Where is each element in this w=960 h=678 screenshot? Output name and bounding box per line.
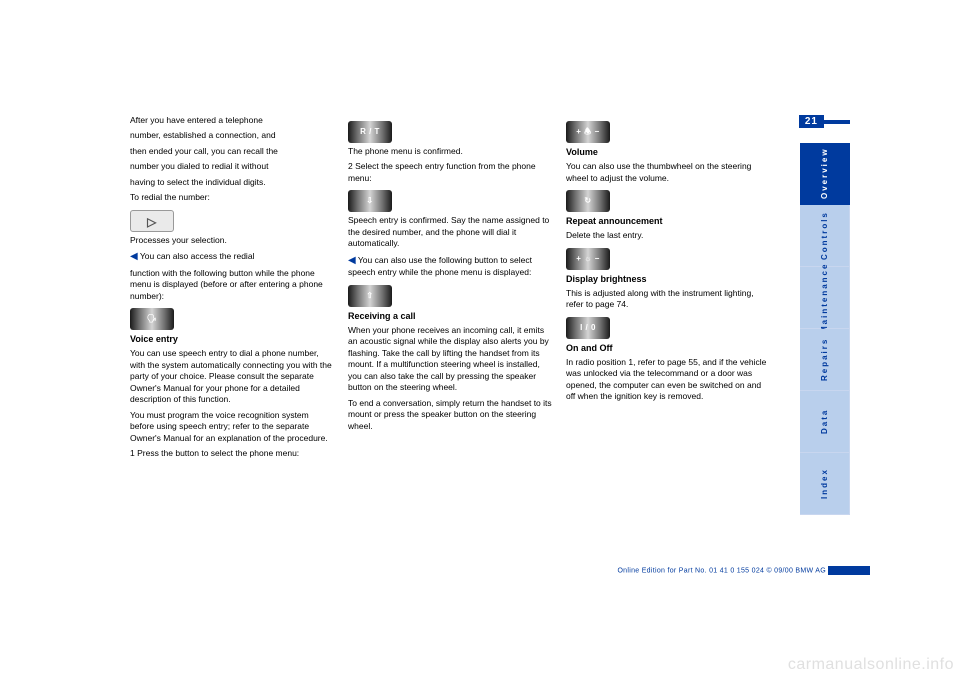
voice-body-2: You must program the voice recognition s… (130, 410, 334, 444)
footer-blue-block (828, 566, 870, 575)
note-arrow-icon: ◀ (130, 251, 138, 262)
brightness-body: This is adjusted along with the instrume… (566, 288, 770, 311)
note-intro: ◀ You can also access the redial (130, 250, 334, 264)
footer-line: Online Edition for Part No. 01 41 0 155 … (617, 566, 870, 575)
volume-button-icon: + 🕭 − (566, 121, 610, 143)
tab-repairs[interactable]: Repairs (800, 329, 850, 391)
redial-button-icon: ▷ (130, 210, 174, 232)
note-arrow-icon-2: ◀ (348, 255, 356, 266)
intro-line-0: After you have entered a telephone (130, 115, 334, 126)
footer-text: Online Edition for Part No. 01 41 0 155 … (617, 567, 826, 574)
page-number-bar (824, 120, 850, 124)
redial-label: To redial the number: (130, 192, 334, 203)
voice-step-1: 1 Press the button to select the phone m… (130, 448, 334, 459)
voice-body-1: You can use speech entry to dial a phone… (130, 348, 334, 405)
volume-body: You can also use the thumbwheel on the s… (566, 161, 770, 184)
speech-confirm: Speech entry is confirmed. Say the name … (348, 215, 552, 249)
intro-line-2: then ended your call, you can recall the (130, 146, 334, 157)
page-number-box: 21 (799, 115, 850, 128)
step-2: 2 Select the speech entry function from … (348, 161, 552, 184)
column-2: R / T The phone menu is confirmed. 2 Sel… (348, 115, 552, 555)
tab-index[interactable]: Index (800, 453, 850, 515)
brightness-button-icon: + ☼ − (566, 248, 610, 270)
end-call: To end a conversation, simply return the… (348, 398, 552, 432)
tab-maintenance[interactable]: Maintenance (800, 267, 850, 329)
up-button-icon: ⇧ (348, 285, 392, 307)
manual-page: 21 Overview Controls Maintenance Repairs… (130, 115, 850, 575)
io-body: In radio position 1, refer to page 55, a… (566, 357, 770, 403)
note-intro-text: You can also access the redial (140, 251, 255, 261)
rt-confirm: The phone menu is confirmed. (348, 146, 552, 157)
note-arrow-2-text: You can also use the following button to… (348, 255, 532, 278)
tab-overview[interactable]: Overview (800, 143, 850, 205)
page-number: 21 (799, 115, 824, 128)
repeat-title: Repeat announcement (566, 215, 770, 227)
redial-proc: Processes your selection. (130, 235, 334, 246)
intro-line-1: number, established a connection, and (130, 130, 334, 141)
note-body: function with the following button while… (130, 268, 334, 302)
note-arrow-2: ◀ You can also use the following button … (348, 254, 552, 279)
side-tabs: Overview Controls Maintenance Repairs Da… (800, 143, 850, 515)
repeat-body: Delete the last entry. (566, 230, 770, 241)
column-1: After you have entered a telephone numbe… (130, 115, 334, 555)
brightness-title: Display brightness (566, 273, 770, 285)
volume-title: Volume (566, 146, 770, 158)
speech-button-icon: 🗣 (130, 308, 174, 330)
receive-body: When your phone receives an incoming cal… (348, 325, 552, 394)
tab-data[interactable]: Data (800, 391, 850, 453)
watermark: carmanualsonline.info (788, 656, 954, 674)
column-3: + 🕭 − Volume You can also use the thumbw… (566, 115, 770, 555)
voice-entry-title: Voice entry (130, 333, 334, 345)
receive-call-title: Receiving a call (348, 310, 552, 322)
intro-line-3: number you dialed to redial it without (130, 161, 334, 172)
io-button-icon: I / 0 (566, 317, 610, 339)
down-button-icon: ⇩ (348, 190, 392, 212)
repeat-button-icon: ↻ (566, 190, 610, 212)
tab-controls[interactable]: Controls (800, 205, 850, 267)
intro-line-4: having to select the individual digits. (130, 177, 334, 188)
rt-button-icon: R / T (348, 121, 392, 143)
io-title: On and Off (566, 342, 770, 354)
content-columns: After you have entered a telephone numbe… (130, 115, 770, 555)
